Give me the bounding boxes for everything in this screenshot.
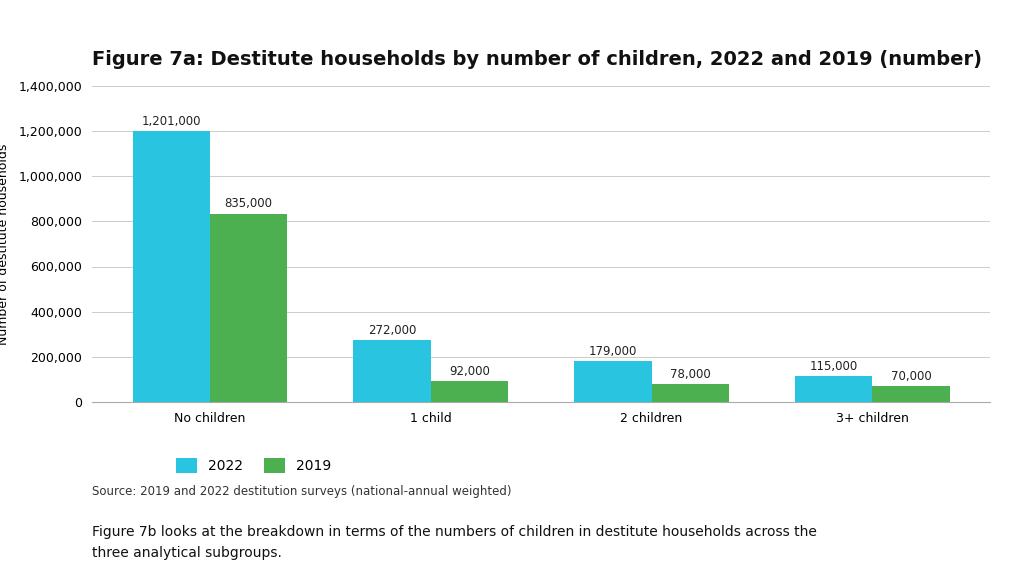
Y-axis label: Number of destitute households: Number of destitute households	[0, 144, 10, 344]
Text: 115,000: 115,000	[810, 360, 858, 373]
Bar	[651, 384, 729, 402]
Text: Figure 7b looks at the breakdown in terms of the numbers of children in destitut: Figure 7b looks at the breakdown in term…	[92, 525, 817, 560]
Bar	[133, 131, 210, 402]
Text: Figure 7a: Destitute households by number of children, 2022 and 2019 (number): Figure 7a: Destitute households by numbe…	[92, 50, 982, 69]
Text: Source: 2019 and 2022 destitution surveys (national-annual weighted): Source: 2019 and 2022 destitution survey…	[92, 485, 512, 498]
Text: 1,201,000: 1,201,000	[142, 115, 201, 128]
Legend: 2022, 2019: 2022, 2019	[171, 453, 337, 479]
Text: 179,000: 179,000	[589, 346, 637, 358]
Bar	[431, 381, 508, 402]
Text: 272,000: 272,000	[368, 324, 417, 338]
Text: 92,000: 92,000	[449, 365, 490, 378]
Bar	[353, 340, 431, 402]
Text: 78,000: 78,000	[670, 368, 711, 381]
Bar	[210, 214, 287, 402]
Bar	[795, 376, 872, 402]
Text: 70,000: 70,000	[890, 370, 931, 383]
Bar	[872, 386, 950, 402]
Text: 835,000: 835,000	[225, 197, 273, 210]
Bar	[574, 362, 651, 402]
